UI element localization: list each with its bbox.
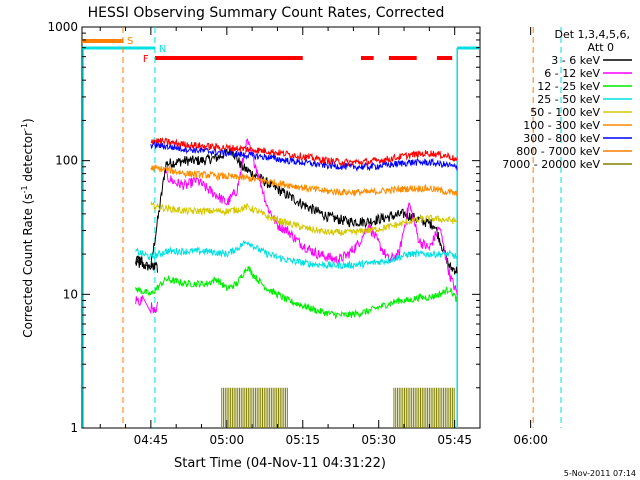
- x-tick-label: 05:00: [210, 433, 245, 447]
- legend-header-att: Att 0: [588, 41, 614, 54]
- legend-entry-label: 3 - 6 keV: [551, 54, 600, 67]
- x-axis-label: Start Time (04-Nov-11 04:31:22): [174, 456, 386, 471]
- flag-bars: S NF: [82, 27, 562, 428]
- night-label: N: [159, 44, 166, 55]
- legend-entry-label: 6 - 12 keV: [544, 67, 600, 80]
- series-25-50-kev-line: [135, 239, 458, 271]
- legend-entry-label: 50 - 100 keV: [530, 106, 600, 119]
- legend-entry-label: 300 - 800 keV: [523, 132, 600, 145]
- series-layer: [135, 136, 458, 428]
- series-6-12-kev-line: [165, 138, 458, 296]
- x-tick-label: 06:00: [513, 433, 548, 447]
- x-tick-label: 05:45: [437, 433, 472, 447]
- y-tick-label: 100: [55, 154, 78, 168]
- series-3-6-kev-pre-segment: [135, 255, 158, 273]
- x-tick-label: 05:15: [285, 433, 320, 447]
- legend-entry-label: 800 - 7000 keV: [516, 145, 600, 158]
- legend-entry-label: 25 - 50 keV: [537, 93, 600, 106]
- footer-date: 5-Nov-2011 07:14: [564, 469, 636, 478]
- series-100-300-kev-line: [150, 163, 458, 197]
- y-tick-label: 1000: [47, 20, 78, 34]
- series-6-12-kev-pre-segment: [135, 294, 158, 315]
- y-tick-label: 10: [63, 287, 78, 301]
- series-800-7000-kev-line: [150, 136, 458, 167]
- chart-title: HESSI Observing Summary Count Rates, Cor…: [88, 5, 445, 21]
- flare-label: F: [143, 54, 149, 65]
- saa-label: S: [127, 36, 133, 47]
- series-12-25-kev-line: [135, 265, 458, 320]
- y-tick-label: 1: [70, 421, 78, 435]
- series-50-100-kev-line: [150, 200, 458, 237]
- axes: 1 10 100 1000 04:45 05:00 05:15 05:30 05:45 06:00: [47, 20, 547, 447]
- legend-entry-label: 100 - 300 keV: [523, 119, 600, 132]
- legend-entry-label: 12 - 25 keV: [537, 80, 600, 93]
- legend-header: Det 1,3,4,5,6,: [554, 28, 630, 41]
- series-300-800-kev-line: [150, 140, 458, 173]
- legend-entry-label: 7000 - 20000 keV: [502, 158, 600, 171]
- plot-frame: [81, 26, 481, 429]
- y-axis-label: Corrected Count Rate (s-1 detector-1): [20, 118, 35, 337]
- x-tick-label: 05:30: [361, 433, 396, 447]
- x-tick-label: 04:45: [134, 433, 169, 447]
- series-3-6-kev-line: [135, 147, 458, 275]
